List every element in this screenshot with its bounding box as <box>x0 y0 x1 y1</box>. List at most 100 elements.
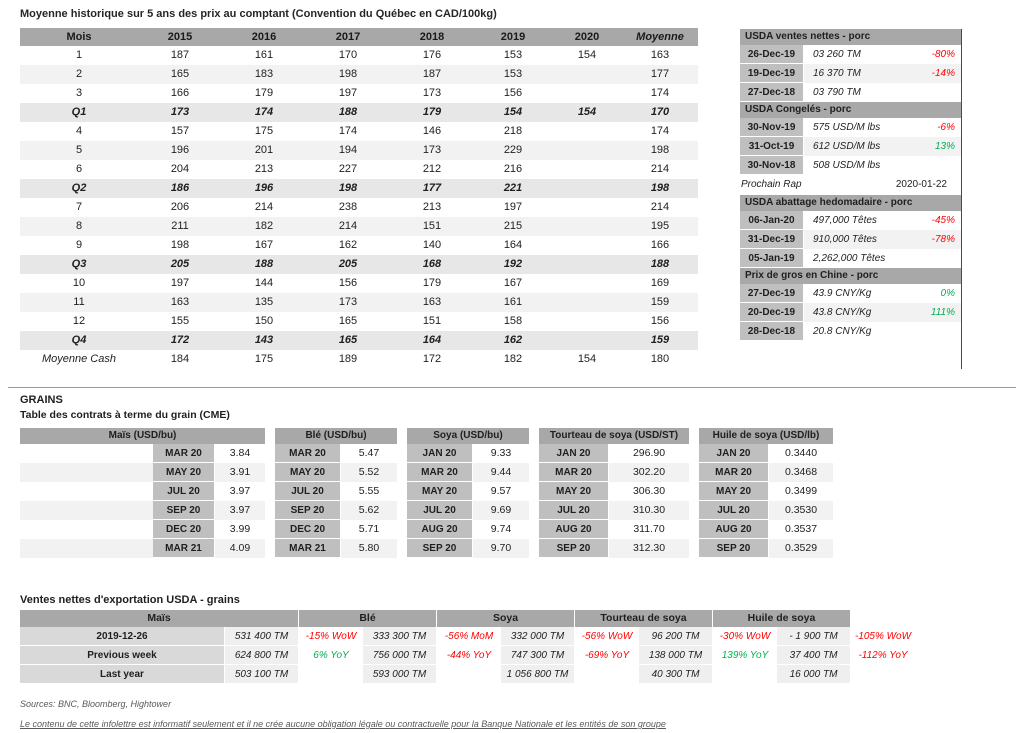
header-moyenne: Moyenne <box>636 31 684 43</box>
cell-2018: 168 <box>422 258 442 270</box>
cell-moyenne: 159 <box>650 334 670 346</box>
contract-price: 0.3529 <box>784 542 818 554</box>
contract-month: MAR 20 <box>699 463 769 482</box>
contract-price: 9.33 <box>490 447 512 459</box>
contract-price: 9.44 <box>490 466 512 478</box>
panel-prix-gros-chine-porc: Prix de gros en Chine - porc 27-Dec-19 4… <box>740 268 961 341</box>
cell-2015: 204 <box>170 163 190 175</box>
cell-2016: 161 <box>254 49 274 61</box>
header-2019: 2019 <box>500 31 526 43</box>
header-mois: Mois <box>66 31 92 43</box>
cell-2017: 238 <box>338 201 358 213</box>
panel-row: 31-Dec-19 910,000 Têtes -78% <box>740 230 961 249</box>
contract-table-title: Maïs (USD/bu) <box>20 428 265 444</box>
cell-2015: 157 <box>170 125 190 137</box>
cell-2016: 167 <box>254 239 274 251</box>
export-change-cell: -105% WoW <box>854 631 912 642</box>
contract-month: AUG 20 <box>407 520 473 539</box>
contract-price: 306.30 <box>632 485 666 497</box>
row-value: 03 260 TM <box>813 49 861 60</box>
export-value-cell: 593 000 TM <box>363 665 437 684</box>
contract-price: 3.97 <box>229 504 251 516</box>
contract-price: 5.62 <box>358 504 380 516</box>
contracts-table-title: Table des contrats à terme du grain (CME… <box>20 409 230 421</box>
row-label: 1 <box>75 49 83 61</box>
contract-row: SEP 20 9.70 <box>407 539 529 558</box>
cell-2016: 182 <box>254 220 274 232</box>
contract-row: MAY 20 306.30 <box>539 482 689 501</box>
export-cell-pair: 16 000 TM <box>777 665 915 684</box>
cell-2020 <box>552 236 622 255</box>
contract-row: MAR 21 4.09 <box>20 539 265 558</box>
lead-spacer <box>20 520 153 539</box>
cell-moyenne: 159 <box>650 296 670 308</box>
export-row-cells: 531 400 TM -15% WoW 333 300 TM -56% MoM … <box>225 627 915 646</box>
panel-row: 27-Dec-18 03 790 TM <box>740 83 961 102</box>
cell-2018: 172 <box>422 353 442 365</box>
cell-2018: 177 <box>422 182 442 194</box>
cell-moyenne: 180 <box>650 353 670 365</box>
contract-month: JAN 20 <box>699 444 769 463</box>
table-row: Moyenne Cash 184 175 189 172 182 154 180 <box>20 350 698 369</box>
lead-spacer <box>20 501 153 520</box>
cell-2015: 184 <box>170 353 190 365</box>
cell-2018: 164 <box>422 334 442 346</box>
export-change-cell: -56% MoM <box>444 631 494 642</box>
row-label: 9 <box>75 239 83 251</box>
export-cell-pair: 40 300 TM <box>639 665 777 684</box>
section-divider <box>8 387 1016 388</box>
header-2017: 2017 <box>335 31 361 43</box>
row-label: 6 <box>75 163 83 175</box>
cell-2015: 187 <box>170 49 190 61</box>
table-row: 2 165 183 198 187 153 177 <box>20 65 698 84</box>
contract-month: MAY 20 <box>539 482 609 501</box>
contract-row: JAN 20 296.90 <box>539 444 689 463</box>
export-value-cell: 96 200 TM <box>639 627 713 646</box>
cell-2020 <box>552 160 622 179</box>
export-value-cell: 1 056 800 TM <box>501 665 575 684</box>
contract-price: 9.57 <box>490 485 512 497</box>
export-cell-pair: 1 056 800 TM <box>501 665 639 684</box>
table-row: 8 211 182 214 151 215 195 <box>20 217 698 236</box>
cell-2018: 176 <box>422 49 442 61</box>
export-cell-pair: 747 300 TM -69% YoY <box>501 646 639 665</box>
export-row: Last year 503 100 TM 593 000 TM 1 <box>20 665 1004 684</box>
row-value: 43.9 CNY/Kg <box>813 288 872 299</box>
row-change <box>913 249 961 268</box>
header-tourteau: Tourteau de soya <box>575 610 713 627</box>
contract-row: MAR 20 3.84 <box>20 444 265 463</box>
row-change: -80% <box>931 49 955 60</box>
cell-moyenne: 177 <box>650 68 670 80</box>
export-row: 2019-12-26 531 400 TM -15% WoW 333 300 T… <box>20 627 1004 646</box>
panel-title: Prix de gros en Chine - porc <box>740 268 961 284</box>
cell-2020 <box>552 293 622 312</box>
export-sales-title: Ventes nettes d'exportation USDA - grain… <box>20 594 240 606</box>
export-change-cell: -44% YoY <box>446 650 492 661</box>
cell-2016: 183 <box>254 68 274 80</box>
export-cell-pair: 531 400 TM -15% WoW <box>225 627 363 646</box>
export-value-cell: 37 400 TM <box>777 646 851 665</box>
table-row: Q1 173 174 188 179 154 154 170 <box>20 103 698 122</box>
row-date: 06-Jan-20 <box>740 211 804 230</box>
header-2018: 2018 <box>419 31 445 43</box>
price-history-table: Mois 2015 2016 2017 2018 2019 2020 Moyen… <box>20 28 698 369</box>
contract-price: 5.47 <box>358 447 380 459</box>
contract-row: DEC 20 3.99 <box>20 520 265 539</box>
cell-2017: 197 <box>338 87 358 99</box>
export-change-cell <box>575 665 639 684</box>
cell-2019: 161 <box>503 296 523 308</box>
contract-month: MAR 20 <box>275 444 341 463</box>
row-value: 2,262,000 Têtes <box>813 253 886 264</box>
cell-moyenne: 214 <box>650 163 670 175</box>
sources-line: Sources: BNC, Bloomberg, Hightower <box>20 699 172 709</box>
row-change: 13% <box>934 141 955 152</box>
cell-2016: 213 <box>254 163 274 175</box>
export-cell-pair: 756 000 TM -44% YoY <box>363 646 501 665</box>
price-history-section: Moyenne historique sur 5 ans des prix au… <box>20 8 698 369</box>
contract-month: SEP 20 <box>153 501 215 520</box>
cell-2015: 206 <box>170 201 190 213</box>
panel-title: USDA Congelés - porc <box>740 102 961 118</box>
cell-2019: 182 <box>503 353 523 365</box>
row-value: 910,000 Têtes <box>813 234 877 245</box>
row-label: Q4 <box>71 334 87 346</box>
